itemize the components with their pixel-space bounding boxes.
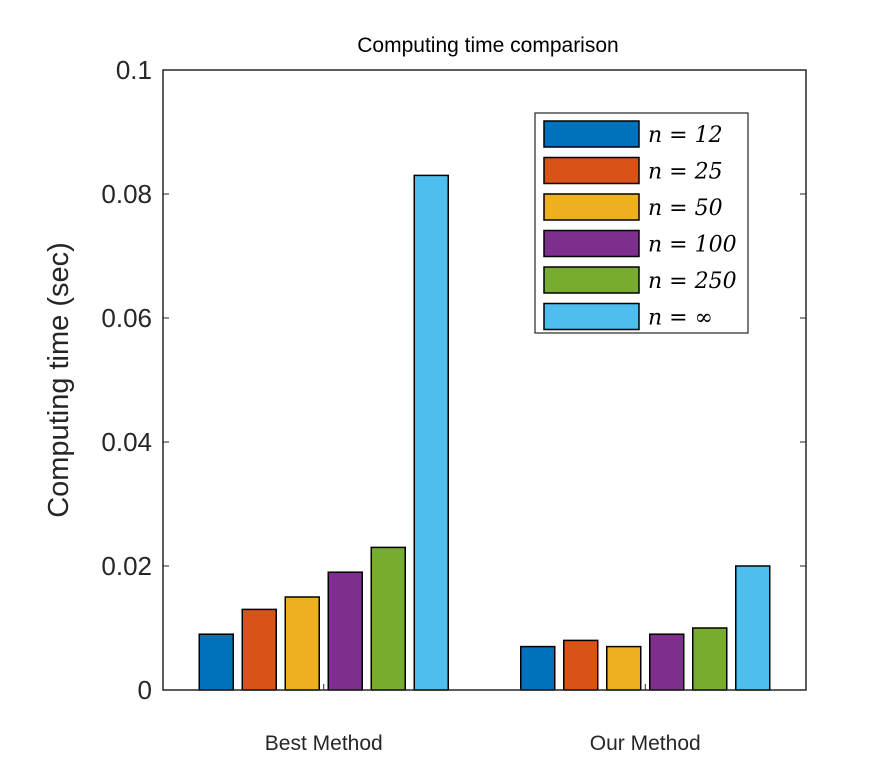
bar	[327, 571, 363, 691]
legend-swatch	[543, 229, 640, 258]
legend-box	[534, 112, 749, 334]
x-tick-label: Best Method	[265, 732, 383, 755]
chart-title: Computing time comparison	[357, 34, 618, 57]
legend-swatch	[543, 156, 640, 185]
legend-label: n = 25	[648, 160, 723, 185]
legend-swatch	[543, 266, 640, 294]
bar	[649, 633, 685, 691]
legend-label: n = 12	[648, 123, 723, 148]
legend: n = 12 n = 25 n = 50 n = 100 n = 250 n = ∞	[534, 112, 749, 334]
bar	[413, 174, 449, 691]
y-tick-label: 0.02	[101, 551, 152, 581]
legend-label: n = ∞	[648, 306, 713, 331]
plot-area-frame	[162, 69, 807, 691]
legend-label: n = 50	[648, 196, 723, 221]
bar	[520, 645, 556, 691]
bar	[198, 633, 234, 691]
legend-swatch	[543, 302, 640, 331]
y-tick-label: 0	[138, 675, 152, 705]
y-tick-label: 0.1	[116, 55, 152, 85]
bar	[284, 596, 320, 691]
legend-swatch	[543, 120, 640, 148]
y-tick-label: 0.06	[101, 303, 152, 333]
y-axis-label: Computing time (sec)	[43, 242, 75, 518]
bar	[370, 546, 406, 691]
y-tick-label: 0.04	[101, 427, 152, 457]
bar	[606, 645, 642, 691]
bar	[563, 639, 599, 691]
y-tick-label: 0.08	[101, 179, 152, 209]
legend-swatch	[543, 193, 640, 221]
bar	[735, 565, 771, 691]
x-tick-label: Our Method	[590, 732, 701, 755]
legend-label: n = 100	[648, 233, 737, 258]
bar	[241, 608, 277, 691]
bar	[692, 627, 728, 691]
legend-label: n = 250	[648, 269, 737, 294]
